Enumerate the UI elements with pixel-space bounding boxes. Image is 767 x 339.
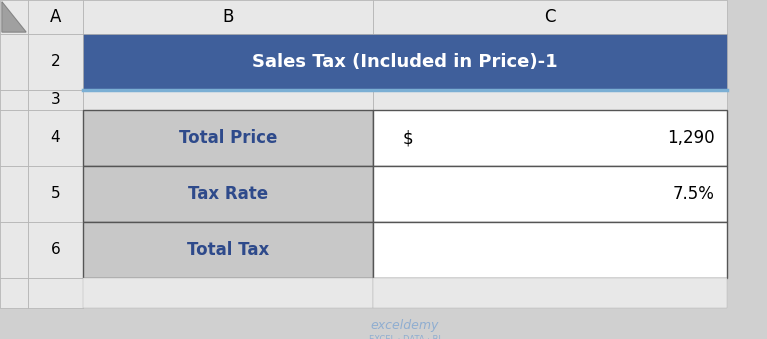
Polygon shape — [2, 2, 26, 32]
Bar — [83, 166, 373, 222]
Text: Total Tax: Total Tax — [187, 241, 269, 259]
Bar — [0, 34, 28, 90]
Text: 1,290: 1,290 — [667, 129, 715, 147]
Bar — [0, 0, 28, 34]
Bar — [83, 110, 373, 166]
Text: C: C — [545, 8, 556, 26]
Bar — [0, 90, 28, 110]
Text: 2: 2 — [51, 55, 61, 69]
Text: EXCEL · DATA · BI: EXCEL · DATA · BI — [369, 335, 441, 339]
Text: 6: 6 — [51, 242, 61, 258]
Text: Tax Rate: Tax Rate — [188, 185, 268, 203]
Bar — [373, 278, 727, 308]
Text: exceldemy: exceldemy — [370, 319, 439, 333]
Bar — [373, 166, 727, 222]
Bar — [373, 222, 727, 278]
Bar — [83, 90, 373, 110]
Bar — [0, 166, 28, 222]
Bar — [373, 90, 727, 110]
Bar — [28, 222, 83, 278]
Bar — [28, 90, 83, 110]
Bar — [83, 0, 373, 34]
Bar — [28, 34, 83, 90]
Text: 7.5%: 7.5% — [673, 185, 715, 203]
Text: 5: 5 — [51, 186, 61, 201]
Bar — [0, 222, 28, 278]
Bar — [83, 278, 373, 308]
Bar — [28, 166, 83, 222]
Bar — [83, 34, 727, 90]
Bar — [0, 278, 28, 308]
Text: 3: 3 — [51, 93, 61, 107]
Bar — [83, 222, 373, 278]
Text: 4: 4 — [51, 131, 61, 145]
Text: Sales Tax (Included in Price)-1: Sales Tax (Included in Price)-1 — [252, 53, 558, 71]
Text: B: B — [222, 8, 234, 26]
Bar — [0, 110, 28, 166]
Bar — [28, 110, 83, 166]
Bar — [373, 0, 727, 34]
Text: $: $ — [403, 129, 413, 147]
Bar — [373, 110, 727, 166]
Text: A: A — [50, 8, 61, 26]
Bar — [28, 0, 83, 34]
Bar — [28, 278, 83, 308]
Text: Total Price: Total Price — [179, 129, 277, 147]
